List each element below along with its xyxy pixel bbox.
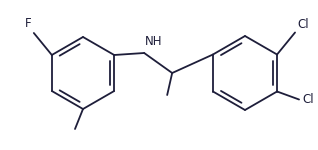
Text: F: F xyxy=(24,17,31,30)
Text: NH: NH xyxy=(145,35,163,48)
Text: Cl: Cl xyxy=(297,18,309,30)
Text: Cl: Cl xyxy=(302,93,314,106)
